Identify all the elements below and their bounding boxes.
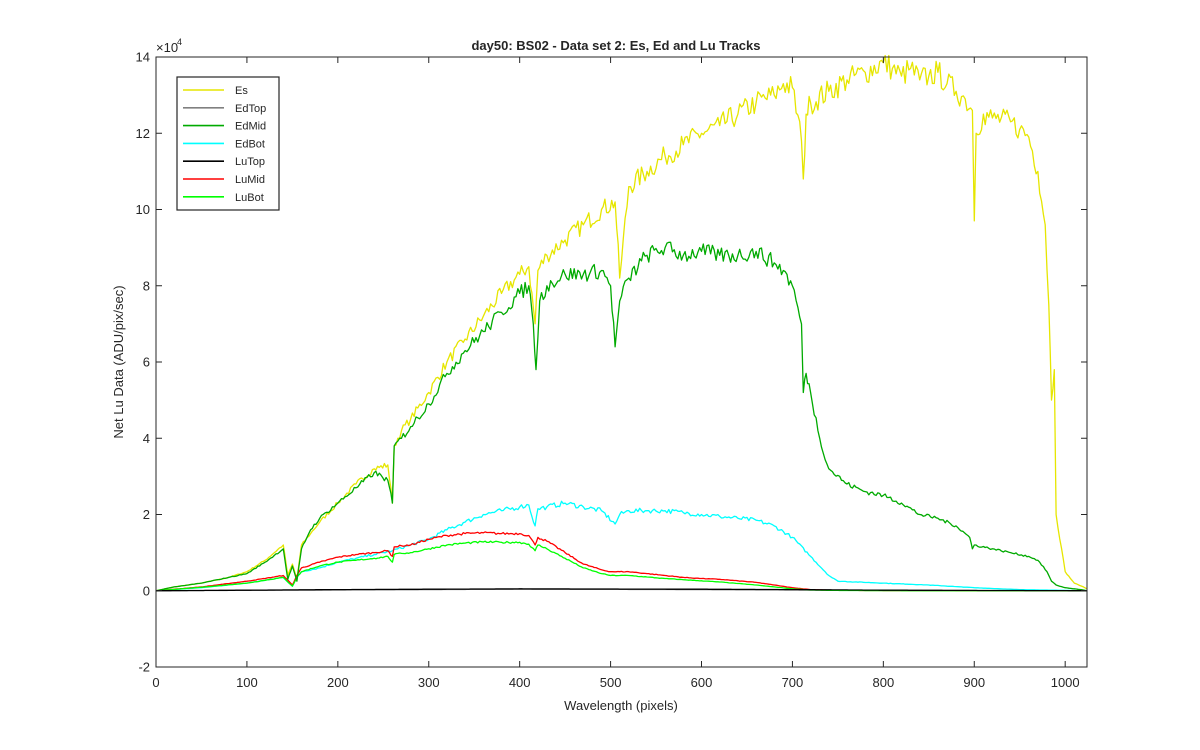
- legend-label: EdTop: [235, 103, 266, 115]
- y-axis-exponent: ×10 4: [156, 37, 182, 55]
- series-line-edmid: [155, 241, 1088, 592]
- series-line-lutop: [155, 588, 1088, 592]
- legend-label: LuMid: [235, 174, 265, 186]
- x-tick-label: 700: [782, 675, 804, 690]
- x-tick-label: 1000: [1051, 675, 1080, 690]
- y-tick-label: 4: [143, 431, 150, 446]
- x-tick-label: 800: [872, 675, 894, 690]
- y-tick-label: 2: [143, 507, 150, 522]
- legend-label: EdBot: [235, 138, 265, 150]
- series-layer: [155, 54, 1088, 592]
- legend-label: LuBot: [235, 192, 264, 204]
- x-tick-label: 200: [327, 675, 349, 690]
- y-axis-label: Net Lu Data (ADU/pix/sec): [111, 285, 126, 438]
- series-line-edbot: [155, 500, 1088, 592]
- y-axis: -2 0 2 4 6 8 10 12 14: [136, 50, 1087, 675]
- y-tick-label: 10: [136, 202, 150, 217]
- x-tick-label: 300: [418, 675, 440, 690]
- legend-entry-lumid: LuMid: [183, 174, 265, 186]
- legend-entry-lubot: LuBot: [183, 192, 264, 204]
- x-tick-label: 100: [236, 675, 258, 690]
- x-tick-label: 500: [600, 675, 622, 690]
- legend-entry-edbot: EdBot: [183, 138, 265, 150]
- legend-label: LuTop: [235, 156, 265, 168]
- legend-entry-edmid: EdMid: [183, 121, 266, 133]
- legend-label: Es: [235, 85, 248, 97]
- legend-entry-lutop: LuTop: [183, 156, 265, 168]
- x-tick-label: 900: [963, 675, 985, 690]
- x-axis: 0 100 200 300 400 500 600 700 800 900 1000: [152, 57, 1080, 690]
- y-tick-label: 8: [143, 278, 150, 293]
- y-tick-label: 0: [143, 583, 150, 598]
- legend-entry-es: Es: [183, 85, 248, 97]
- x-tick-label: 400: [509, 675, 531, 690]
- chart-title: day50: BS02 - Data set 2: Es, Ed and Lu …: [471, 38, 760, 53]
- y-tick-label: 14: [136, 50, 150, 65]
- y-exponent-power: 4: [177, 37, 182, 47]
- legend: Es EdTop EdMid EdBot LuTop LuMid LuBot: [176, 76, 280, 211]
- legend-entry-edtop: EdTop: [183, 103, 266, 115]
- y-tick-label: -2: [138, 660, 150, 675]
- y-tick-label: 6: [143, 355, 150, 370]
- x-tick-label: 0: [152, 675, 159, 690]
- y-exponent-base: ×10: [156, 40, 178, 55]
- x-axis-label: Wavelength (pixels): [564, 698, 678, 713]
- x-tick-label: 600: [691, 675, 713, 690]
- series-line-es: [155, 54, 1088, 592]
- y-tick-label: 12: [136, 126, 150, 141]
- legend-label: EdMid: [235, 121, 266, 133]
